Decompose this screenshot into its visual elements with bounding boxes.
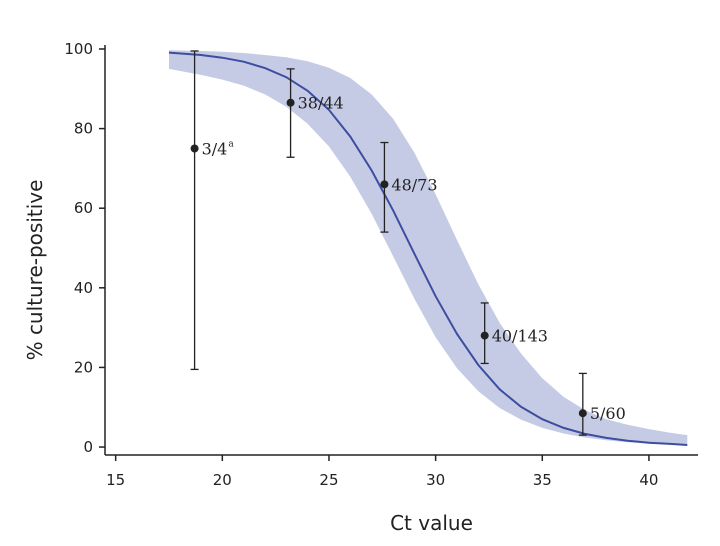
x-tick-label: 40 bbox=[639, 471, 658, 489]
data-point-label: 48/73 bbox=[391, 175, 437, 194]
x-tick-label: 20 bbox=[213, 471, 232, 489]
data-point-label: 40/143 bbox=[492, 327, 548, 346]
data-point bbox=[380, 180, 389, 189]
y-tick-label: 0 bbox=[83, 438, 93, 456]
y-tick-label: 60 bbox=[74, 199, 93, 217]
data-point-group: 3/4 a bbox=[190, 50, 234, 371]
y-tick-label: 80 bbox=[74, 120, 93, 138]
x-tick-label: 25 bbox=[319, 471, 338, 489]
data-point bbox=[578, 409, 587, 418]
x-tick-label: 30 bbox=[426, 471, 445, 489]
data-point bbox=[190, 144, 199, 153]
data-point-label: 3/4 bbox=[202, 139, 228, 158]
data-point-group: 48/73 bbox=[380, 141, 438, 233]
data-point-group: 40/143 bbox=[480, 302, 548, 365]
y-axis-title: % culture-positive bbox=[23, 180, 47, 361]
x-tick-label: 35 bbox=[533, 471, 552, 489]
data-point-label: 38/44 bbox=[298, 94, 344, 113]
x-tick-label: 15 bbox=[106, 471, 125, 489]
data-point-footnote: a bbox=[228, 139, 234, 149]
y-tick-label: 40 bbox=[74, 279, 93, 297]
x-axis-title: Ct value bbox=[390, 511, 473, 535]
data-point-group: 38/44 bbox=[286, 68, 344, 158]
data-point-group: 5/60 bbox=[578, 372, 626, 436]
confidence-band bbox=[169, 50, 688, 446]
data-point-label: 5/60 bbox=[590, 404, 626, 423]
data-point bbox=[480, 331, 489, 340]
data-point bbox=[286, 98, 295, 107]
y-tick-label: 20 bbox=[74, 358, 93, 376]
x-axis-ticks: 15 20 25 30 35 40 bbox=[106, 455, 658, 489]
y-tick-label: 100 bbox=[64, 40, 93, 58]
fitted-curve bbox=[168, 51, 688, 446]
y-axis-ticks: 0 20 40 60 80 100 bbox=[64, 40, 105, 456]
data-points: 3/4 a 38/44 48/73 40/143 5/60 bbox=[190, 50, 626, 436]
